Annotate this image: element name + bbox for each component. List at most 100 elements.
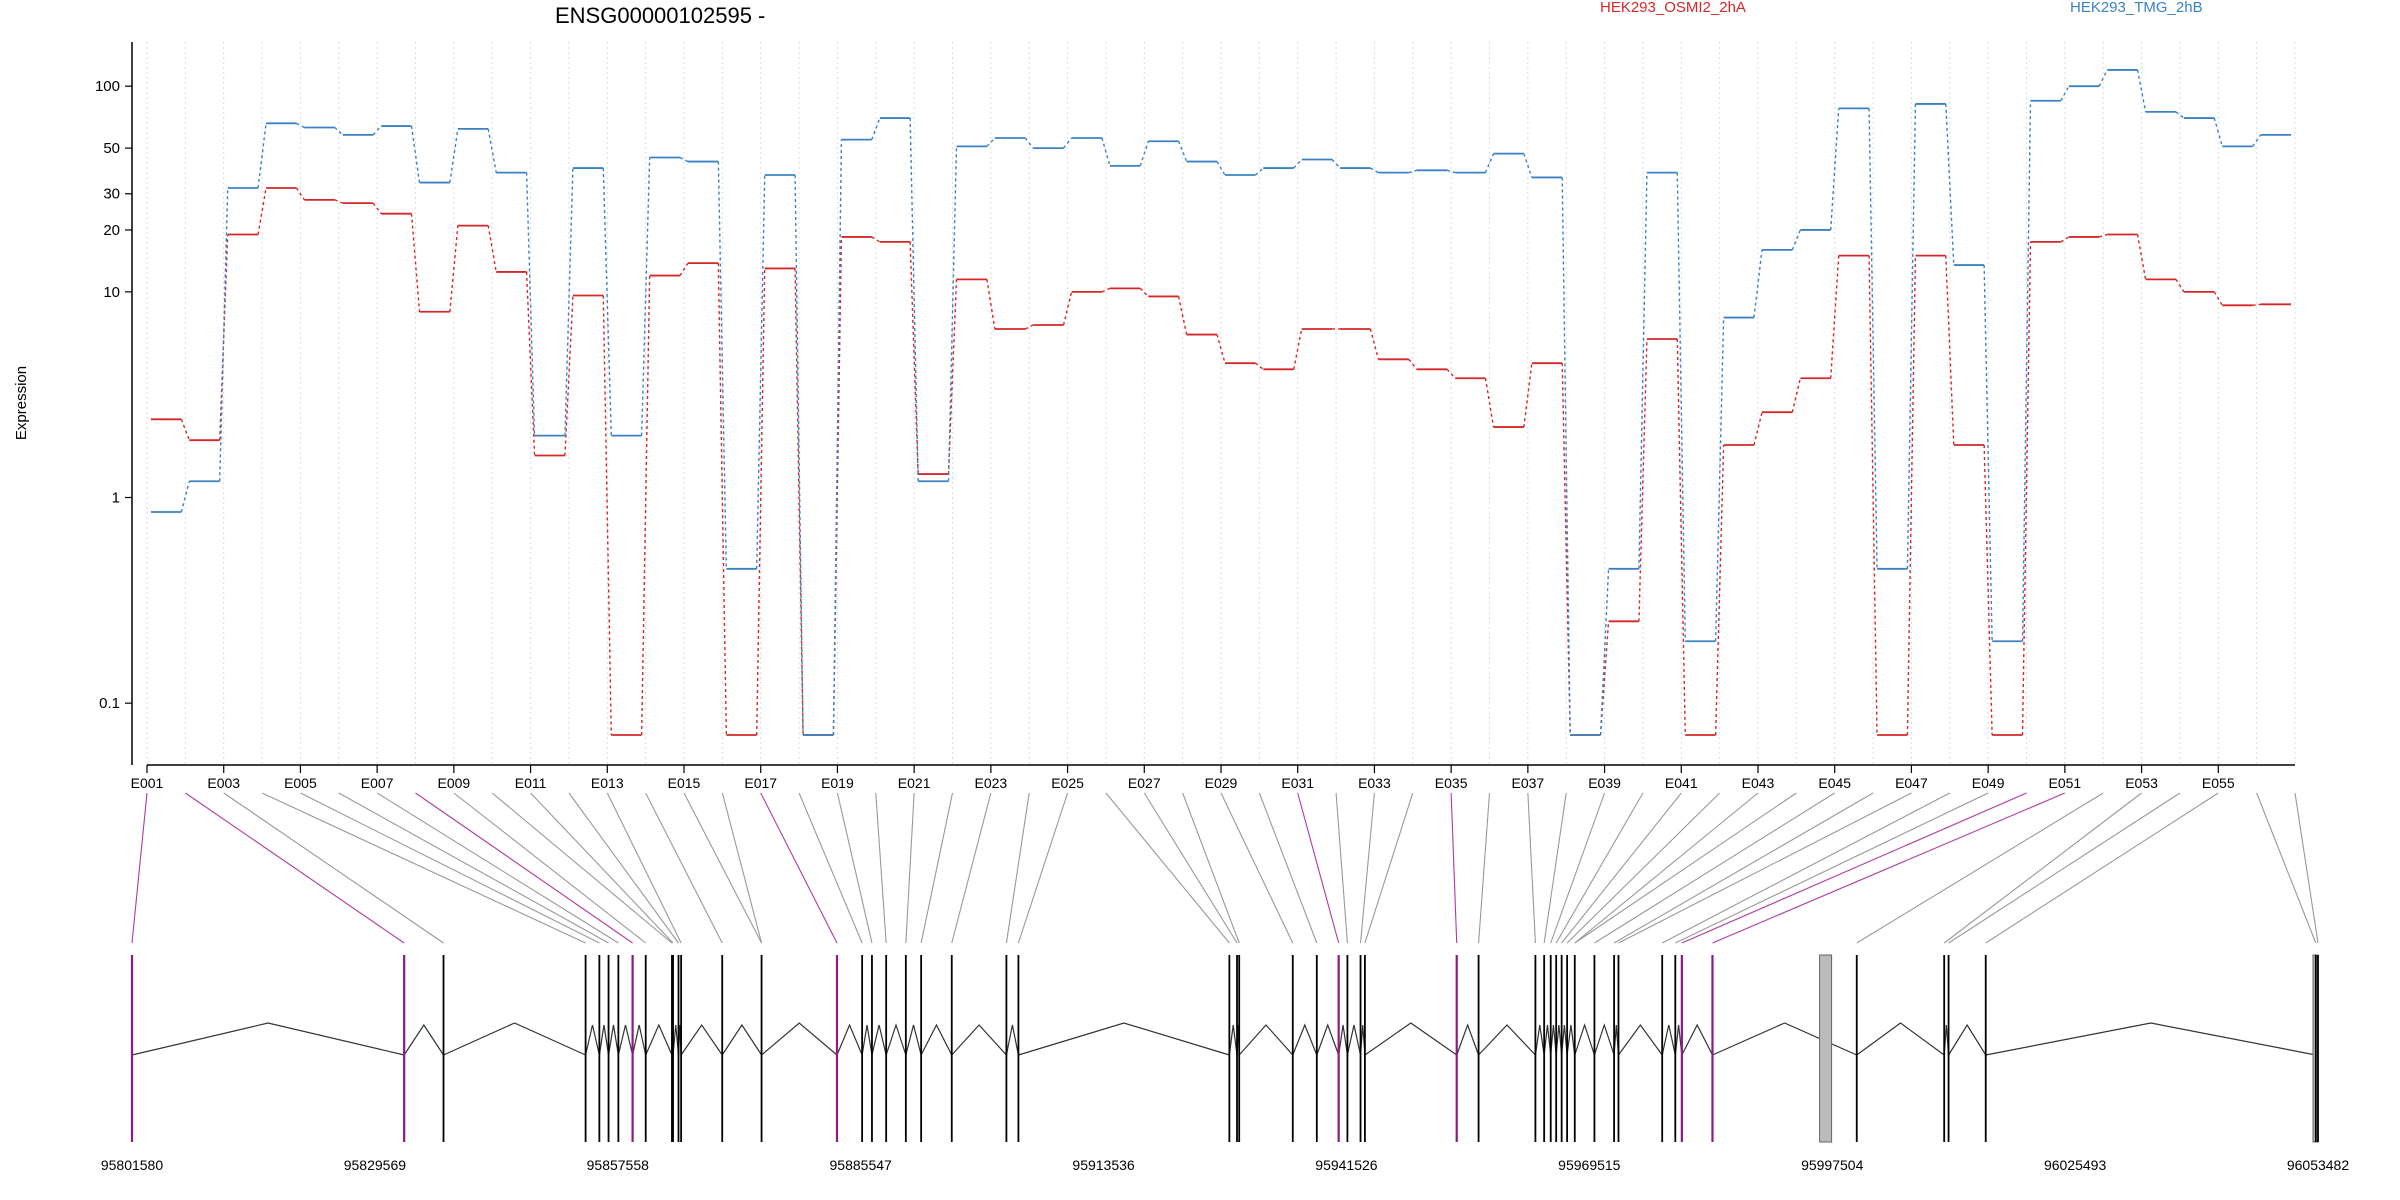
x-tick-label: E033 [1358,775,1391,791]
series-connector [525,271,536,456]
exon-link-line [920,792,954,944]
series-connector [871,236,881,243]
series-layer [151,69,2291,736]
x-tick-label: E039 [1588,775,1621,791]
intron [1364,1022,1458,1056]
series-connector [1446,169,1456,174]
series-connector [1369,328,1380,360]
exon-link-line [1220,792,1294,944]
series-connector [909,241,919,475]
intron [1593,1023,1615,1056]
series-connector [832,236,843,736]
series-connector [602,295,612,736]
series-connector [2252,303,2261,307]
series-connector [334,126,344,136]
intron [871,1024,887,1056]
series-connector [564,295,574,456]
x-tick-label: E027 [1128,775,1161,791]
y-tick-label: 100 [95,78,120,95]
intron [672,1024,680,1056]
series-connector [1216,334,1226,364]
y-tick-label: 1 [112,490,120,507]
y-tick-label: 30 [103,186,120,203]
exon-link-line [376,792,619,944]
x-tick-label: E053 [2125,775,2158,791]
intron [861,1024,873,1056]
series-1 [151,187,2291,736]
series-connector [2175,111,2185,119]
intron [1574,1023,1596,1056]
intron [1005,1024,1020,1056]
series-connector [1906,255,1917,736]
series-connector [334,199,344,204]
series-connector [2252,134,2262,147]
series-connector [1139,141,1149,167]
series-connector [1561,177,1571,736]
series-connector [986,137,996,147]
series-connector [2213,117,2223,147]
exon-link-line [1594,792,1836,944]
exon-link-line [261,792,586,944]
intron [607,1024,619,1056]
series-connector [640,157,651,436]
exon-link-line [1948,792,2181,944]
exon-link-line [1258,792,1318,944]
exon-link-line [1143,792,1238,944]
intron [403,1023,445,1056]
series-connector [1983,444,1993,736]
series-connector [1868,255,1878,736]
series-connector [2021,100,2032,642]
x-tick-label: E049 [1972,775,2005,791]
exon-link-line [1364,792,1414,944]
exon-link-line [1675,792,1989,944]
exon-link-line [875,792,887,944]
exon-link-line [1574,792,1797,944]
series-connector [1484,378,1495,428]
series-connector [2099,233,2108,238]
intron [598,1024,610,1056]
series-connector [219,187,229,482]
gene-model [130,954,2319,1143]
exon-link-line [1478,792,1491,944]
exon-link-line [1712,792,2066,944]
intron [1550,1024,1557,1056]
intron [1856,1022,1945,1056]
intron [617,1024,634,1056]
chart-title: ENSG00000102595 - [555,3,765,28]
series-connector [2060,85,2070,102]
series-connector [679,156,689,163]
series-connector [2136,234,2147,280]
x-tick-label: E043 [1742,775,1775,791]
coordinate-label: 95829569 [344,1157,407,1173]
y-tick-label: 10 [103,284,120,301]
series-connector [449,225,459,312]
series-connector [1945,103,1955,266]
series-connector [2213,291,2223,306]
exon-link-line [1005,792,1030,944]
y-tick-label: 20 [103,222,120,239]
series-connector [1408,169,1417,174]
intron [836,1023,863,1056]
exon-link-line [760,792,838,944]
exon-link-line [951,792,992,944]
intron [1948,1023,1987,1056]
series-connector [295,187,306,201]
series-connector [1177,140,1188,162]
series-connector [679,262,689,276]
series-connector [947,146,958,482]
x-tick-label: E003 [207,775,240,791]
exon-link-line [530,792,674,944]
x-tick-label: E047 [1895,775,1928,791]
x-tick-label: E001 [131,775,164,791]
exon-link-line [1297,792,1340,944]
legend-series-1: HEK293_OSMI2_2hA [1600,0,1746,16]
series-connector [564,168,574,436]
coordinate-label: 95969515 [1558,1157,1621,1173]
exon-link-line [1943,792,2142,944]
coordinate-label: 96053482 [2287,1157,2350,1173]
series-connector [372,125,382,136]
coordinate-label: 95913536 [1072,1157,1135,1173]
exon-link-line [836,792,873,944]
series-connector [180,419,191,441]
